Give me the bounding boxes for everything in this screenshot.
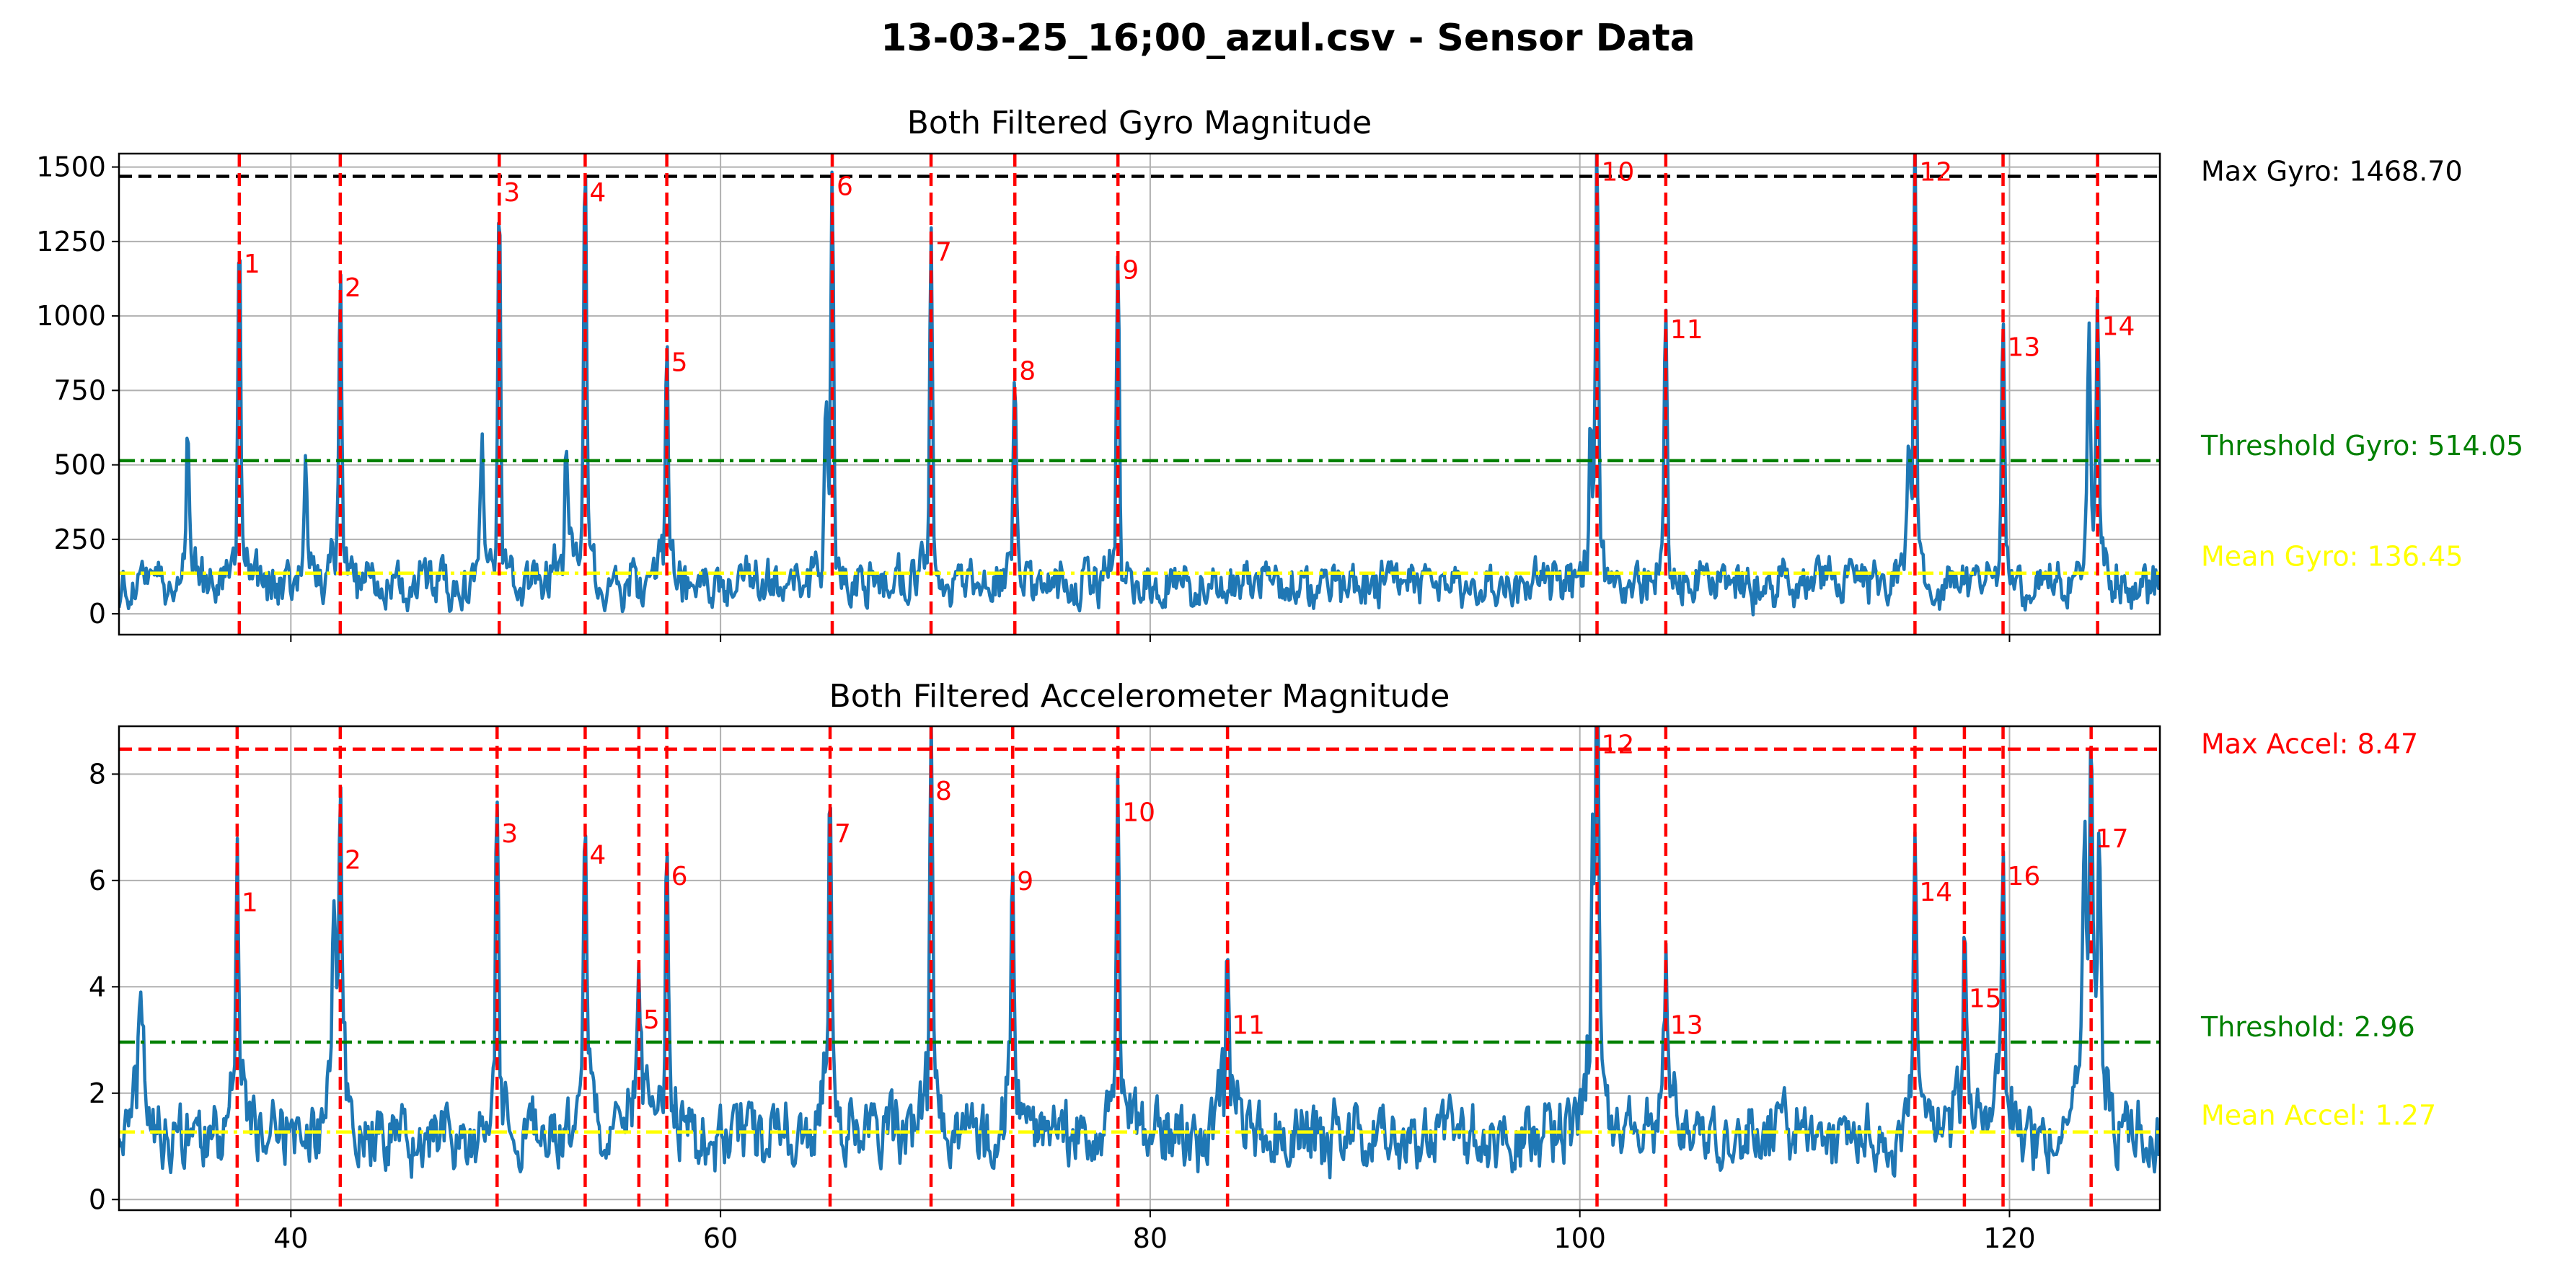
accel-signal-line [119,726,2160,1180]
accel-plot-area [119,726,2160,1210]
accel-peak-label: 10 [1122,798,1155,827]
gyro-peak-label: 6 [837,172,853,202]
gyro-axes-frame [118,152,2161,636]
gyro-peak-label: 1 [244,250,260,279]
accel-peak-label: 16 [2008,862,2041,891]
gyro-ytick-label: 1000 [36,300,106,332]
accel-ytick-label: 2 [89,1077,106,1109]
accel-panel-title: Both Filtered Accelerometer Magnitude [829,678,1450,715]
accel-xtick-label: 40 [273,1222,308,1254]
accel-max-annotation: Max Accel: 8.47 [2201,728,2418,760]
accel-ytick-label: 8 [89,758,106,790]
gyro-ytick-label: 250 [53,524,106,555]
gyro-peak-label: 9 [1122,255,1139,285]
gyro-ytick-label: 750 [53,374,106,406]
figure-suptitle: 13-03-25_16;00_azul.csv - Sensor Data [881,17,1695,60]
accel-threshold-annotation: Threshold: 2.96 [2200,1011,2415,1043]
gyro-panel: Both Filtered Gyro Magnitude 0 250 500 750 10… [36,105,2523,642]
accel-xtick-label: 60 [703,1222,738,1254]
accel-peak-label: 7 [834,819,851,849]
accel-panel: Both Filtered Accelerometer Magnitude 0 2 4… [89,678,2436,1254]
gyro-panel-title: Both Filtered Gyro Magnitude [907,105,1372,141]
gyro-ytick-label: 0 [89,598,106,630]
accel-axes-frame [118,725,2161,1212]
accel-xtick-label: 100 [1553,1222,1606,1254]
gyro-peak-label: 14 [2102,312,2135,342]
accel-peak-label: 2 [345,846,361,876]
gyro-ytick-label: 1500 [36,151,106,183]
gyro-peak-label: 4 [589,178,606,208]
accel-mean-annotation: Mean Accel: 1.27 [2201,1100,2436,1132]
gyro-ytick-label: 500 [53,449,106,481]
accel-peak-label: 11 [1232,1010,1265,1040]
accel-peak-label: 14 [1919,878,1952,907]
accel-ytick-label: 6 [89,865,106,896]
accel-peak-label: 12 [1602,731,1635,760]
accel-peak-label: 17 [2096,824,2129,854]
gyro-peak-label: 12 [1919,158,1952,188]
gyro-peak-label: 11 [1670,315,1703,345]
accel-peak-label: 8 [935,777,952,806]
gyro-peak-label: 3 [503,178,520,208]
accel-peak-label: 5 [643,1005,660,1035]
gyro-peak-label: 10 [1602,158,1635,188]
accel-peak-label: 4 [589,840,606,870]
gyro-peak-label: 13 [2008,333,2041,363]
gyro-signal-line [119,154,2160,617]
accel-peak-label: 6 [671,862,688,891]
accel-peak-label: 1 [242,889,258,918]
accel-xtick-label: 80 [1133,1222,1168,1254]
gyro-mean-annotation: Mean Gyro: 136.45 [2201,541,2463,573]
accel-peak-label: 13 [1670,1010,1703,1040]
accel-peak-label: 15 [1969,984,2002,1013]
accel-peak-label: 3 [501,819,518,849]
accel-xtick-label: 120 [1983,1222,2036,1254]
accel-ytick-label: 0 [89,1183,106,1215]
gyro-threshold-annotation: Threshold Gyro: 514.05 [2200,430,2523,462]
accel-peak-label: 9 [1017,867,1033,896]
accel-ytick-label: 4 [89,971,106,1002]
gyro-max-annotation: Max Gyro: 1468.70 [2201,156,2463,188]
gyro-peak-label: 8 [1019,357,1036,387]
gyro-peak-label: 5 [671,348,688,377]
gyro-peak-label: 7 [935,237,952,267]
gyro-plot-area [119,154,2160,635]
gyro-ytick-label: 1250 [36,226,106,257]
gyro-peak-label: 2 [345,273,361,303]
